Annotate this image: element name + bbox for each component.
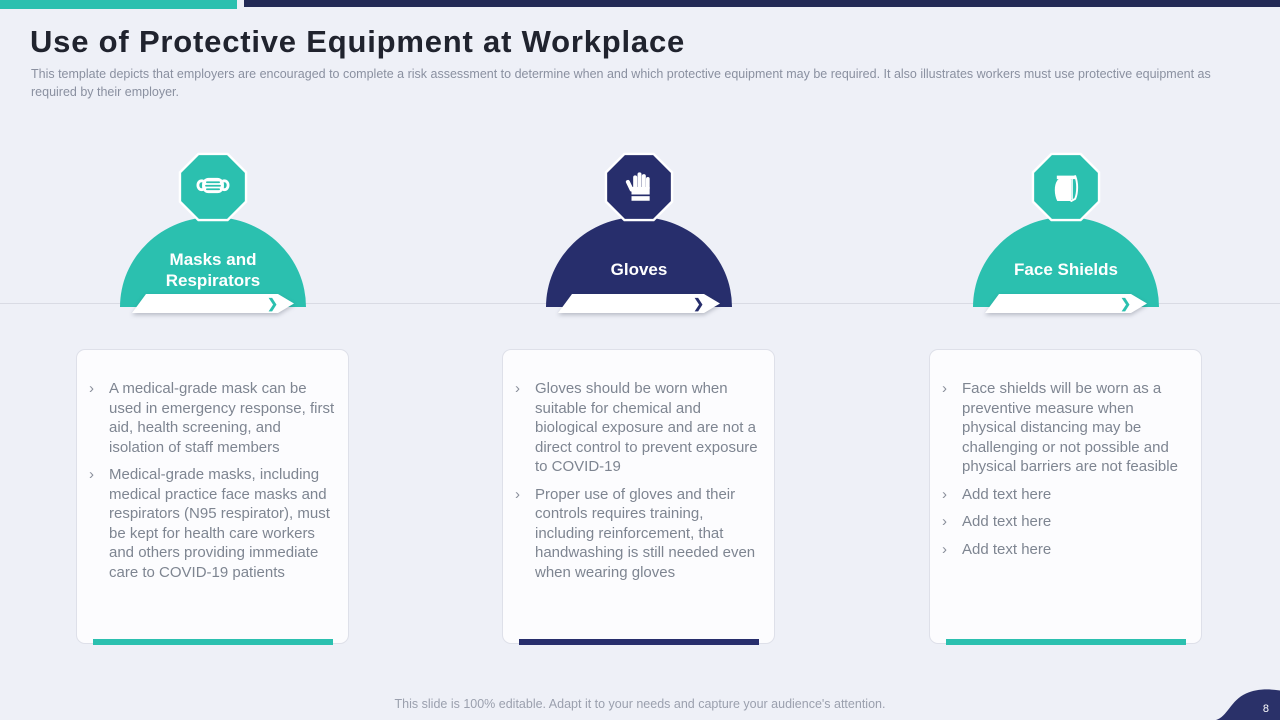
slide-description[interactable]: This template depicts that employers are… — [31, 67, 1211, 99]
box-accent-bar — [945, 639, 1186, 645]
octagon-badge — [604, 152, 674, 222]
list-item: › A medical-grade mask can be used in eme… — [89, 379, 336, 457]
ribbon-shape — [558, 294, 720, 313]
bullet-text: Medical-grade masks, including medical p… — [109, 466, 330, 581]
bullet-icon: › — [942, 540, 947, 558]
bullet-icon: › — [942, 380, 947, 397]
column-label: Gloves — [610, 260, 668, 280]
ribbon-arrow: ❯ — [558, 294, 720, 313]
column-masks-and-respirators: Masks and Respirators ❯ — [73, 150, 353, 660]
ribbon-shape — [132, 294, 294, 313]
chevron-right-icon: ❯ — [693, 295, 704, 311]
bullet-icon: › — [515, 485, 520, 503]
page-number-wave — [1216, 689, 1280, 720]
octagon-badge — [178, 152, 248, 222]
bullet-list: › A medical-grade mask can be used in eme… — [89, 379, 336, 582]
bullet-text: Proper use of gloves and their controls … — [535, 485, 756, 581]
ribbon-arrow: ❯ — [132, 294, 294, 313]
list-item: › Add text here — [942, 512, 1189, 532]
glove-icon — [625, 172, 650, 201]
list-item: › Gloves should be worn when suitable for… — [515, 379, 762, 477]
ribbon-shape — [985, 294, 1147, 313]
top-accent-bar-teal — [0, 0, 237, 9]
column-gloves: Gloves ❯ › Gloves should be worn when sui… — [499, 150, 779, 660]
bullet-icon: › — [942, 513, 947, 530]
bullet-text: A medical-grade mask can be used in emer… — [109, 380, 335, 456]
page-title[interactable]: Use of Protective Equipment at Workplace — [30, 24, 686, 59]
box-accent-bar — [92, 639, 333, 645]
list-item: › Add text here — [942, 485, 1189, 505]
bullet-list: › Face shields will be worn as a preventi… — [942, 379, 1189, 559]
bullet-icon: › — [942, 485, 947, 503]
top-accent-bar-navy — [244, 0, 1280, 7]
page-number: 8 — [1262, 703, 1269, 715]
bullet-list: › Gloves should be worn when suitable for… — [515, 379, 762, 582]
list-item: › Face shields will be worn as a preventi… — [942, 379, 1189, 477]
column-label: Face Shields — [1014, 260, 1118, 280]
footer-note: This slide is 100% editable. Adapt it to… — [394, 697, 886, 711]
ribbon-arrow: ❯ — [985, 294, 1147, 313]
mask-icon — [196, 177, 230, 194]
chevron-right-icon: ❯ — [267, 295, 278, 311]
face-shield-icon — [1054, 175, 1079, 202]
bullet-text: Add text here — [962, 513, 1052, 530]
box-accent-bar — [518, 639, 759, 645]
bullet-icon: › — [89, 380, 94, 397]
column-label: Masks and Respirators — [165, 249, 261, 290]
list-item: › Add text here — [942, 540, 1189, 560]
masks-textbox[interactable]: › A medical-grade mask can be used in eme… — [76, 349, 349, 645]
column-face-shields: Face Shields ❯ › Face shields will be wor… — [926, 150, 1206, 660]
list-item: › Proper use of gloves and their controls… — [515, 485, 762, 583]
list-item: › Medical-grade masks, including medical … — [89, 465, 336, 582]
face-shields-textbox[interactable]: › Face shields will be worn as a preventi… — [929, 349, 1202, 645]
bullet-text: Face shields will be worn as a preventiv… — [962, 380, 1178, 475]
bullet-icon: › — [515, 380, 520, 397]
bullet-text: Gloves should be worn when suitable for … — [535, 380, 758, 475]
bullet-text: Add text here — [962, 540, 1052, 558]
chevron-right-icon: ❯ — [1120, 295, 1131, 311]
octagon-badge — [1031, 152, 1101, 222]
bullet-icon: › — [89, 466, 94, 483]
gloves-textbox[interactable]: › Gloves should be worn when suitable for… — [502, 349, 775, 645]
bullet-text: Add text here — [962, 485, 1052, 503]
